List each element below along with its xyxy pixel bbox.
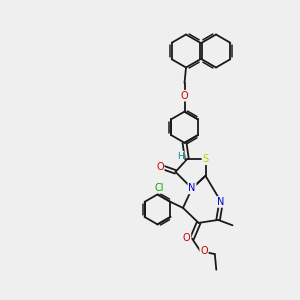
Text: O: O <box>181 91 188 101</box>
Text: O: O <box>156 162 164 172</box>
Text: S: S <box>202 154 208 164</box>
Text: H: H <box>177 152 184 161</box>
Text: N: N <box>188 183 196 194</box>
Text: N: N <box>218 197 225 207</box>
Text: O: O <box>200 246 208 256</box>
Text: Cl: Cl <box>154 183 164 193</box>
Text: O: O <box>183 233 190 244</box>
